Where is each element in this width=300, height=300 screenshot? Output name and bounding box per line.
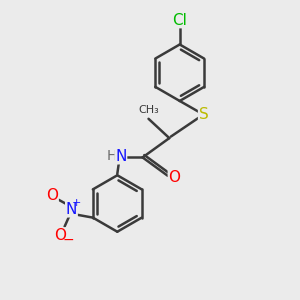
Text: N: N <box>115 149 127 164</box>
Text: S: S <box>199 107 208 122</box>
Text: −: − <box>63 233 74 247</box>
Text: H: H <box>107 149 117 163</box>
Text: N: N <box>66 202 77 217</box>
Text: CH₃: CH₃ <box>138 106 159 116</box>
Text: Cl: Cl <box>172 13 187 28</box>
Text: O: O <box>54 228 66 243</box>
Text: O: O <box>168 170 180 185</box>
Text: O: O <box>46 188 58 203</box>
Text: +: + <box>72 198 81 208</box>
